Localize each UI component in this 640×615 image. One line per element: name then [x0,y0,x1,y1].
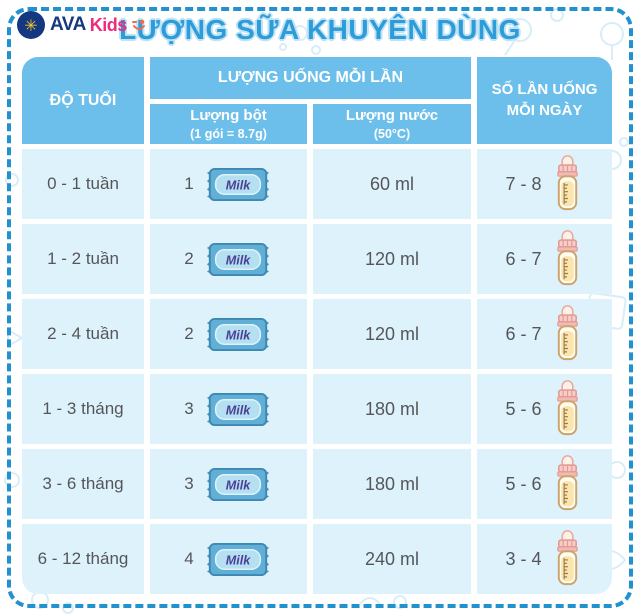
powder-cell: 1 [150,149,307,219]
age-cell: 6 - 12 tháng [22,524,144,594]
column-header-powder: Lượng bột (1 gói = 8.7g) [150,104,307,144]
powder-cell: 4 [150,524,307,594]
water-cell: 180 ml [313,374,471,444]
water-header-note: (50°C) [373,126,411,141]
column-header-per-feed: LƯỢNG UỐNG MỖI LẦN [150,57,471,99]
wink-face-icon [131,19,145,30]
feeds-per-day: 6 - 7 [505,323,542,344]
milk-packet-icon [205,242,270,276]
packet-count: 2 [184,324,194,343]
age-cell: 3 - 6 tháng [22,449,144,519]
baby-bottle-icon [556,379,578,436]
baby-bottle-icon [556,304,578,361]
age-cell: 2 - 4 tuần [22,299,144,369]
svg-text:✳: ✳ [24,18,37,35]
water-cell: 240 ml [313,524,471,594]
powder-cell: 2 [150,224,307,294]
age-cell: 1 - 3 tháng [22,374,144,444]
times-cell: 6 - 7 [477,224,612,294]
milk-packet-icon [205,467,270,501]
age-cell: 0 - 1 tuần [22,149,144,219]
times-cell: 5 - 6 [477,449,612,519]
powder-header-note: (1 gói = 8.7g) [190,126,267,141]
feeds-per-day: 7 - 8 [505,173,542,194]
milk-packet-icon [205,317,270,351]
baby-bottle-icon [556,229,578,286]
feeds-per-day: 3 - 4 [505,548,542,569]
milk-packet-icon [205,542,270,576]
powder-header-label: Lượng bột [190,106,267,124]
times-cell: 3 - 4 [477,524,612,594]
powder-cell: 3 [150,449,307,519]
page-title: LƯỢNG SỮA KHUYÊN DÙNG [119,14,521,45]
powder-cell: 3 [150,374,307,444]
age-cell: 1 - 2 tuần [22,224,144,294]
packet-count: 3 [184,399,194,418]
milk-packet-icon [205,392,270,426]
water-cell: 180 ml [313,449,471,519]
times-cell: 5 - 6 [477,374,612,444]
packet-count: 4 [184,549,194,568]
feeds-per-day: 5 - 6 [505,398,542,419]
water-cell: 120 ml [313,224,471,294]
milk-dosage-table: ĐỘ TUỔI LƯỢNG UỐNG MỖI LẦN Lượng bột (1 … [22,57,612,594]
running-figure-icon: ✳ [17,11,45,39]
column-header-times-per-day: SỐ LẦN UỐNG MỖI NGÀY [477,57,612,144]
packet-count: 3 [184,474,194,493]
feeds-per-day: 5 - 6 [505,473,542,494]
packet-count: 1 [184,174,194,193]
feeds-per-day: 6 - 7 [505,248,542,269]
water-cell: 60 ml [313,149,471,219]
column-header-water: Lượng nước (50°C) [313,104,471,144]
logo-text-primary: AVA [50,14,86,35]
times-cell: 7 - 8 [477,149,612,219]
baby-bottle-icon [556,454,578,511]
water-header-label: Lượng nước [345,106,439,124]
times-cell: 6 - 7 [477,299,612,369]
column-header-age: ĐỘ TUỔI [22,57,144,144]
baby-bottle-icon [556,529,578,586]
powder-cell: 2 [150,299,307,369]
logo-text-secondary: Kids [89,14,128,35]
avakids-logo: ✳ AVA Kids [16,10,147,40]
water-cell: 120 ml [313,299,471,369]
milk-packet-icon [205,167,270,201]
baby-bottle-icon [556,154,578,211]
packet-count: 2 [184,249,194,268]
